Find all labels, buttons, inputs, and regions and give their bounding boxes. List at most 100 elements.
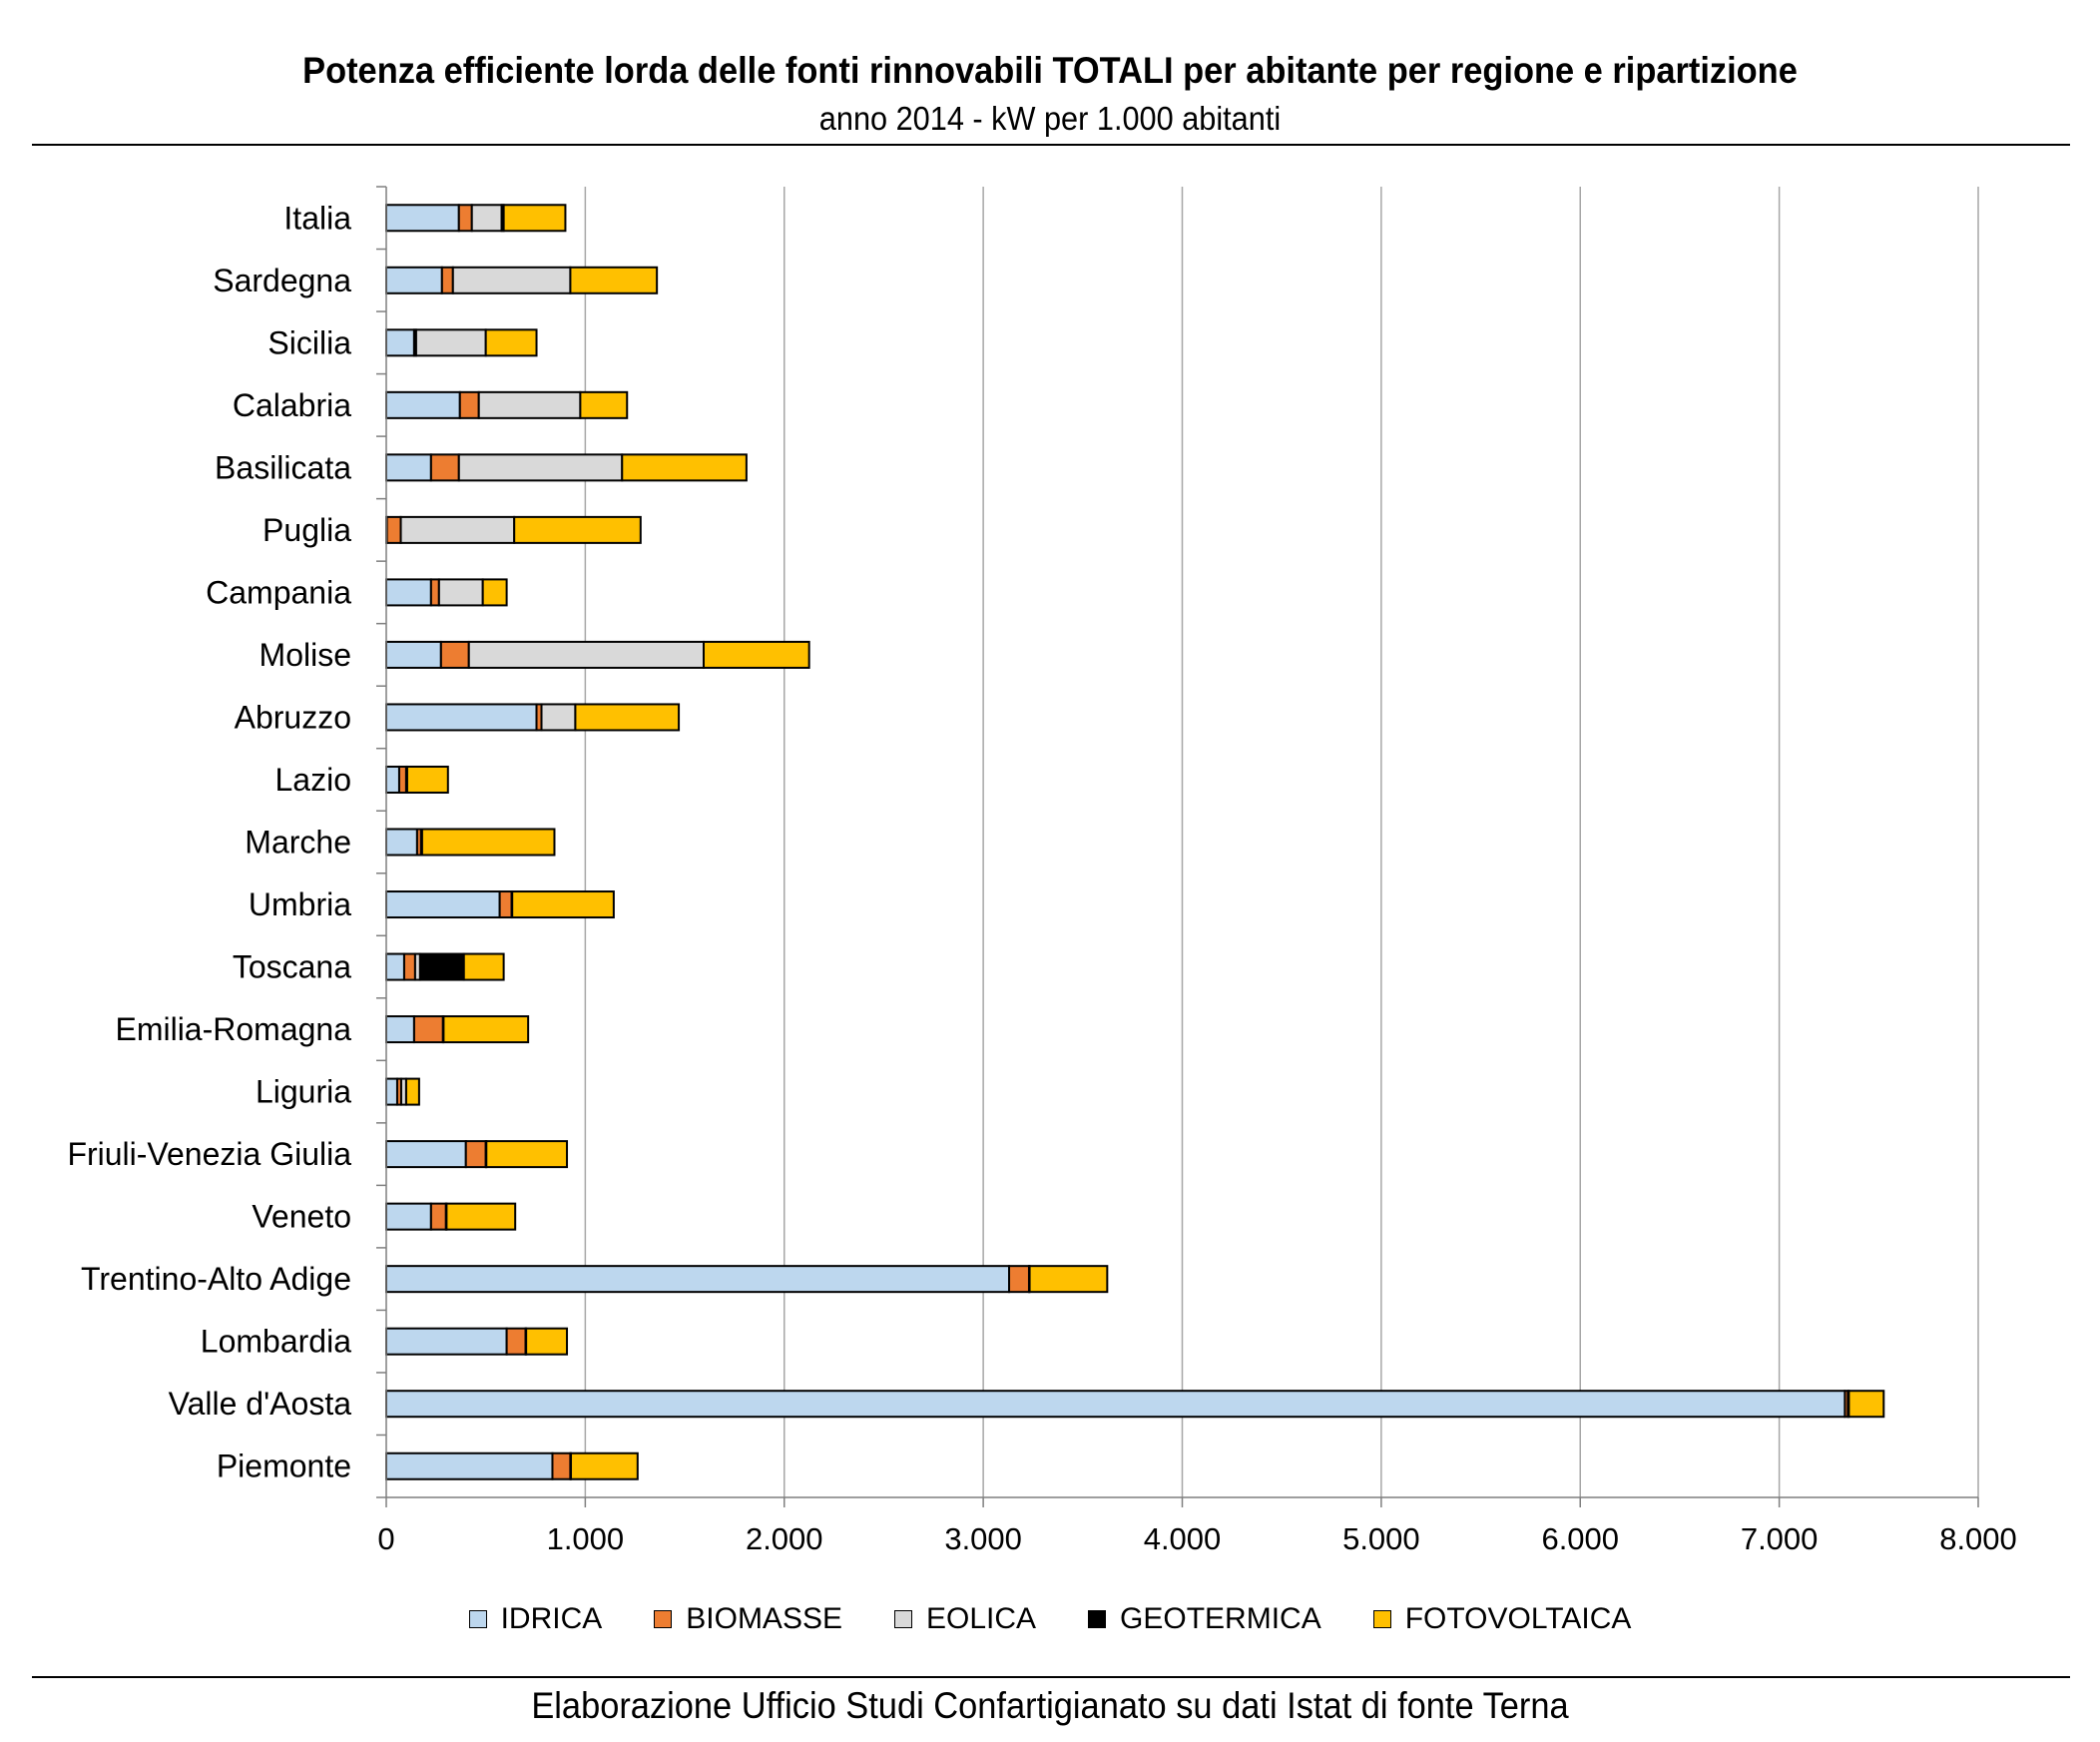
bar-segment-eolica: [437, 578, 484, 607]
x-tick-label: 7.000: [1741, 1521, 1819, 1556]
x-tick-label: 0: [377, 1521, 394, 1556]
bar-segment-fotovoltaica: [462, 952, 505, 981]
bar-segment-eolica: [540, 703, 577, 732]
bar-segment-idrica: [385, 1452, 554, 1480]
bar-segment-biomasse: [397, 765, 407, 794]
bar-segment-idrica: [385, 204, 460, 233]
bar-segment-geotermica: [418, 952, 465, 981]
category-label: Friuli-Venezia Giulia: [67, 1136, 351, 1172]
bar-segment-idrica: [385, 640, 442, 669]
category-label: Trentino-Alto Adige: [81, 1261, 351, 1297]
bar-segment-fotovoltaica: [621, 453, 748, 482]
bar-segment-fotovoltaica: [511, 890, 615, 919]
bar-segment-idrica: [385, 578, 432, 607]
bar-segment-fotovoltaica: [1028, 1265, 1109, 1294]
x-tick-label: 8.000: [1939, 1521, 2017, 1556]
bar-segment-idrica: [385, 266, 443, 294]
bar-segment-idrica: [385, 828, 418, 857]
bar-segment-eolica: [451, 266, 572, 294]
category-labels: Italia Sardegna Sicilia Calabria Basilicata P…: [67, 200, 351, 1483]
bar-segment-biomasse: [505, 1327, 527, 1356]
bar-segment-fotovoltaica: [502, 204, 567, 233]
source-note: Elaborazione Ufficio Studi Confartigiana…: [531, 1685, 1569, 1726]
bar-segment-fotovoltaica: [703, 640, 810, 669]
bar-segment-idrica: [385, 453, 432, 482]
bar-segment-idrica: [385, 703, 538, 732]
bar-segment-idrica: [385, 390, 461, 419]
category-label: Campania: [206, 574, 351, 610]
bar-segment-idrica: [385, 1265, 1011, 1294]
bar-segment-idrica: [385, 328, 415, 357]
legend-swatch: [893, 1610, 912, 1628]
category-label: Emilia-Romagna: [115, 1011, 351, 1047]
legend-label: EOLICA: [925, 1602, 1037, 1635]
bar-segment-fotovoltaica: [569, 266, 659, 294]
x-tick-label: 1.000: [547, 1521, 625, 1556]
category-label: Sardegna: [213, 263, 351, 298]
bar-segment-idrica: [385, 1390, 1846, 1419]
axes: [376, 186, 1979, 1507]
bar-segment-idrica: [385, 1077, 398, 1106]
legend-item-fotovoltaica: FOTOVOLTAICA: [1372, 1602, 1632, 1636]
category-label: Marche: [245, 825, 351, 861]
bar-segment-fotovoltaica: [445, 1202, 517, 1231]
bar-segment-fotovoltaica: [525, 1327, 569, 1356]
legend-label: FOTOVOLTAICA: [1404, 1602, 1632, 1635]
bar-segment-fotovoltaica: [485, 1140, 569, 1169]
category-label: Veneto: [252, 1199, 351, 1235]
bar-segment-eolica: [399, 515, 516, 544]
x-tick-label: 5.000: [1342, 1521, 1420, 1556]
bar-segment-fotovoltaica: [420, 828, 556, 857]
bar-segment-idrica: [385, 952, 405, 981]
x-tick-labels: 0 1.000 2.000 3.000 4.000 5.000 6.000 7.000 8.00…: [377, 1521, 2016, 1556]
bar-segment-biomasse: [429, 578, 440, 607]
category-label: Basilicata: [215, 449, 351, 485]
bar-segment-fotovoltaica: [570, 1452, 639, 1480]
bar-segment-biomasse: [439, 640, 470, 669]
legend-label: IDRICA: [500, 1602, 603, 1635]
legend-swatch: [468, 1610, 487, 1628]
bar-segment-biomasse: [402, 952, 416, 981]
bar-segment-eolica: [470, 204, 503, 233]
bar-segment-biomasse: [429, 453, 460, 482]
chart-title: Potenza efficiente lorda delle fonti rin…: [302, 50, 1798, 91]
bar-segment-fotovoltaica: [1847, 1390, 1885, 1419]
bar-segment-idrica: [385, 765, 400, 794]
gridlines: [584, 187, 1979, 1497]
bottom-divider: [32, 1676, 2070, 1678]
category-label: Lombardia: [201, 1324, 351, 1360]
chart-subtitle: anno 2014 - kW per 1.000 abitanti: [818, 100, 1282, 137]
bar-segment-idrica: [385, 1327, 508, 1356]
bar-segment-biomasse: [464, 1140, 487, 1169]
bar-segment-fotovoltaica: [574, 703, 681, 732]
bar-segment-fotovoltaica: [442, 1015, 530, 1044]
bar-segment-biomasse: [412, 1015, 444, 1044]
category-label: Italia: [283, 200, 351, 236]
bar-segment-idrica: [385, 890, 501, 919]
bar-segment-idrica: [385, 1202, 432, 1231]
category-label: Sicilia: [267, 324, 351, 360]
category-label: Puglia: [262, 512, 351, 548]
category-label: Toscana: [233, 949, 351, 985]
legend-label: GEOTERMICA: [1120, 1602, 1321, 1635]
x-tick-label: 4.000: [1144, 1521, 1222, 1556]
legend-swatch: [1088, 1610, 1107, 1628]
category-label: Lazio: [275, 762, 352, 798]
bar-segment-eolica: [457, 453, 624, 482]
bars: [385, 204, 1885, 1480]
bar-segment-fotovoltaica: [579, 390, 629, 419]
bar-segment-fotovoltaica: [405, 765, 449, 794]
legend-item-geotermica: GEOTERMICA: [1088, 1602, 1321, 1636]
legend-item-eolica: EOLICA: [893, 1602, 1037, 1636]
bar-segment-fotovoltaica: [481, 578, 508, 607]
category-label: Liguria: [256, 1074, 351, 1110]
bar-segment-idrica: [385, 1015, 415, 1044]
bar-segment-fotovoltaica: [404, 1077, 420, 1106]
legend-item-idrica: IDRICA: [468, 1602, 603, 1636]
category-label: Piemonte: [217, 1449, 351, 1484]
bar-segment-biomasse: [498, 890, 513, 919]
legend-swatch: [654, 1610, 673, 1628]
bar-segment-idrica: [385, 1140, 467, 1169]
bar-segment-biomasse: [457, 204, 473, 233]
